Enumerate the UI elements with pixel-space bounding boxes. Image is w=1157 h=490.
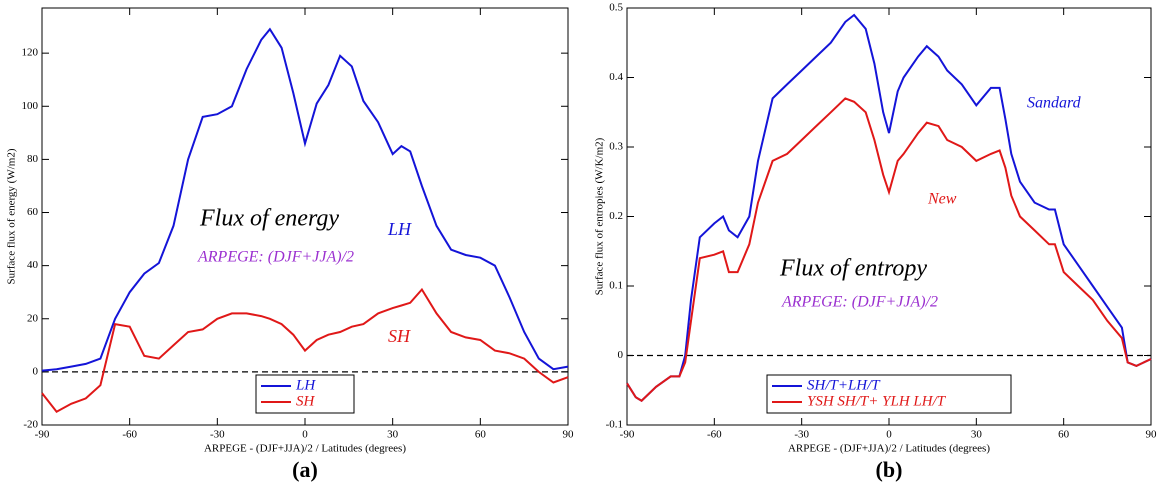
annotation: ARPEGE: (DJF+JJA)/2 [781,294,938,311]
y-tick-label: 0.1 [609,280,623,292]
x-tick-label: -30 [210,429,225,441]
y-tick-label: 0 [33,365,39,377]
y-tick-label: 0.2 [609,210,623,222]
y-tick-label: 0 [618,349,624,361]
y-tick-label: 20 [27,312,39,324]
annotation: Sandard [1027,95,1082,112]
y-tick-label: -0.1 [606,419,623,431]
x-tick-label: -60 [707,429,722,441]
y-tick-label: 0.5 [609,2,623,14]
x-tick-label: 90 [1146,429,1157,441]
annotation: ARPEGE: (DJF+JJA)/2 [197,249,354,266]
legend-label: LH [295,377,316,393]
legend-box [255,374,355,414]
y-tick-label: 0.3 [609,141,623,153]
x-tick-label: 0 [886,429,892,441]
y-axis-label: Surface flux of energy (W/m2) [6,148,18,284]
y-tick-label: 120 [22,47,39,59]
y-tick-label: 80 [27,153,39,165]
y-tick-label: -20 [23,419,38,431]
legend-label: YSH SH/T+ YLH LH/T [807,393,947,409]
x-tick-label: 30 [387,429,399,441]
x-tick-label: 30 [971,429,983,441]
series-line [626,13,1152,402]
y-tick-label: 0.4 [609,71,623,83]
annotation: LH [387,219,412,239]
legend-label: SH [296,393,316,409]
y-tick-label: 60 [27,206,39,218]
x-tick-label: -30 [794,429,809,441]
annotation: Flux of energy [199,206,339,232]
y-tick-label: 100 [22,100,39,112]
series-line [626,97,1152,402]
annotation: Flux of entropy [779,256,927,282]
x-tick-label: 0 [302,429,308,441]
annotation: New [927,191,957,208]
legend-label: SH/T+LH/T [807,377,881,393]
x-axis-label: ARPEGE - (DJF+JJA)/2 / Latitudes (degree… [204,443,406,455]
x-tick-label: -90 [620,429,635,441]
x-tick-label: 90 [563,429,575,441]
x-axis-label: ARPEGE - (DJF+JJA)/2 / Latitudes (degree… [788,443,990,455]
x-tick-label: 60 [1058,429,1070,441]
x-tick-label: -60 [122,429,137,441]
series-line [41,27,569,372]
panel-label: (b) [876,457,903,482]
y-axis-label: Surface flux of entropies (W/K/m2) [594,137,606,295]
series-line [41,287,569,413]
panel-label: (a) [292,457,318,482]
x-tick-label: -90 [35,429,50,441]
legend-box [766,374,1012,414]
plot-frame [626,7,1152,426]
annotation: SH [388,326,411,346]
y-tick-label: 40 [27,259,39,271]
x-tick-label: 60 [475,429,487,441]
